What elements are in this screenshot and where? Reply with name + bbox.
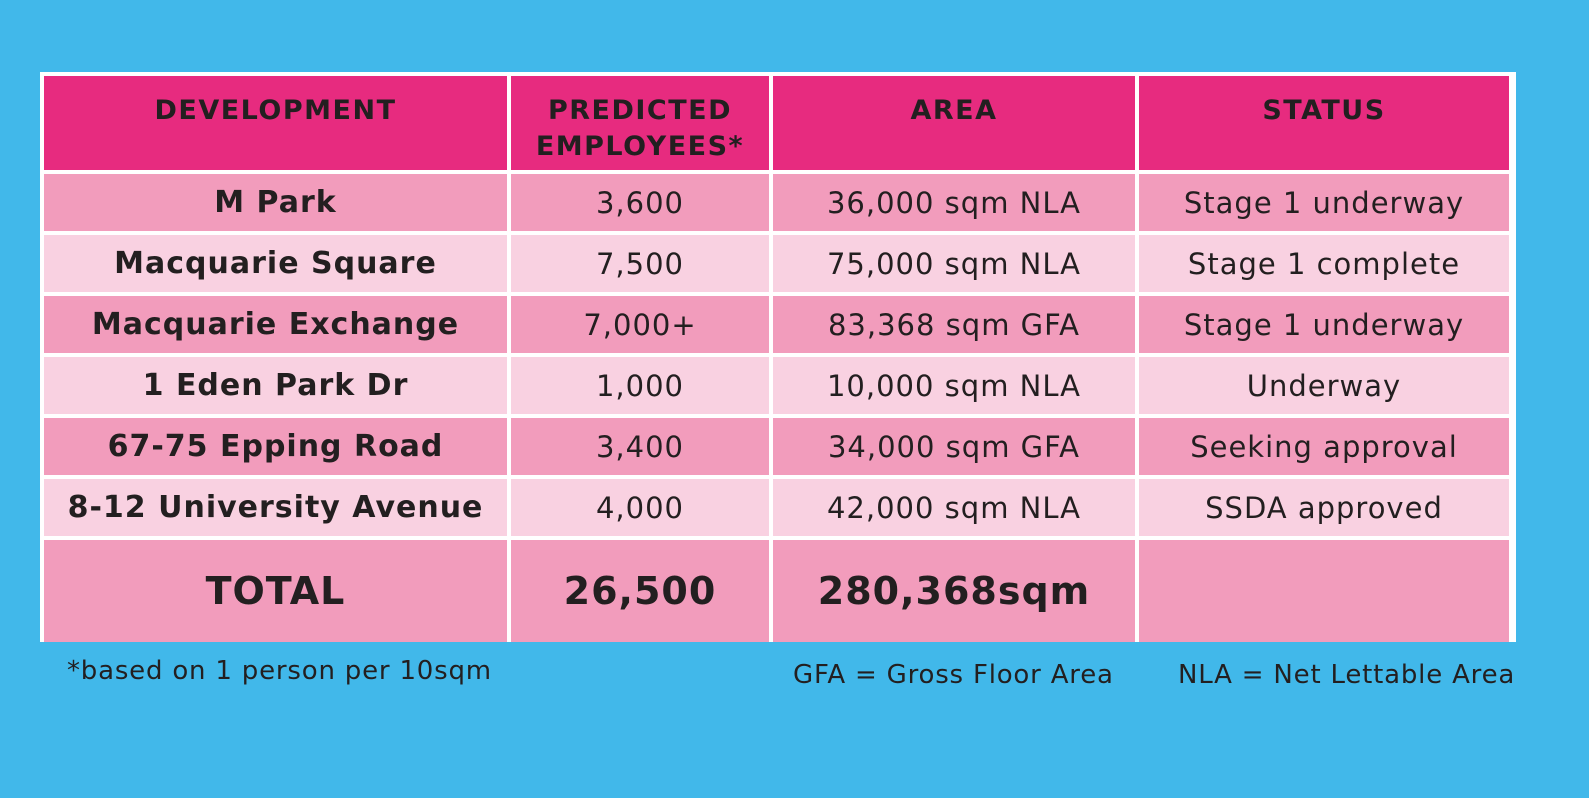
row-employees: 7,500 — [511, 235, 769, 292]
row-development: M Park — [44, 174, 507, 231]
row-employees: 7,000+ — [511, 296, 769, 353]
row-status: Underway — [1139, 357, 1509, 414]
footnote-gfa: GFA = Gross Floor Area — [793, 660, 1114, 690]
row-status: SSDA approved — [1139, 479, 1509, 536]
row-development: Macquarie Exchange — [44, 296, 507, 353]
footnote-nla: NLA = Net Lettable Area — [1178, 660, 1516, 690]
total-status — [1139, 540, 1509, 642]
header-development: DEVELOPMENT — [44, 76, 507, 170]
developments-table: DEVELOPMENT PREDICTED EMPLOYEES* AREA ST… — [40, 72, 1516, 642]
row-employees: 1,000 — [511, 357, 769, 414]
row-status: Stage 1 complete — [1139, 235, 1509, 292]
row-area: 10,000 sqm NLA — [773, 357, 1135, 414]
footnote-basis: *based on 1 person per 10sqm — [67, 656, 492, 686]
header-predicted-employees: PREDICTED EMPLOYEES* — [511, 76, 769, 170]
row-development: 67-75 Epping Road — [44, 418, 507, 475]
row-development: 8-12 University Avenue — [44, 479, 507, 536]
row-status: Stage 1 underway — [1139, 296, 1509, 353]
total-employees: 26,500 — [511, 540, 769, 642]
row-area: 83,368 sqm GFA — [773, 296, 1135, 353]
row-development: 1 Eden Park Dr — [44, 357, 507, 414]
row-development: Macquarie Square — [44, 235, 507, 292]
header-area: AREA — [773, 76, 1135, 170]
header-status: STATUS — [1139, 76, 1509, 170]
header-predicted-employees-label: PREDICTED EMPLOYEES* — [535, 95, 745, 162]
row-area: 36,000 sqm NLA — [773, 174, 1135, 231]
row-employees: 4,000 — [511, 479, 769, 536]
total-label: TOTAL — [44, 540, 507, 642]
row-status: Stage 1 underway — [1139, 174, 1509, 231]
row-area: 42,000 sqm NLA — [773, 479, 1135, 536]
row-area: 34,000 sqm GFA — [773, 418, 1135, 475]
row-area: 75,000 sqm NLA — [773, 235, 1135, 292]
total-area: 280,368sqm — [773, 540, 1135, 642]
row-employees: 3,600 — [511, 174, 769, 231]
row-employees: 3,400 — [511, 418, 769, 475]
table-grid: DEVELOPMENT PREDICTED EMPLOYEES* AREA ST… — [44, 76, 1512, 642]
row-status: Seeking approval — [1139, 418, 1509, 475]
